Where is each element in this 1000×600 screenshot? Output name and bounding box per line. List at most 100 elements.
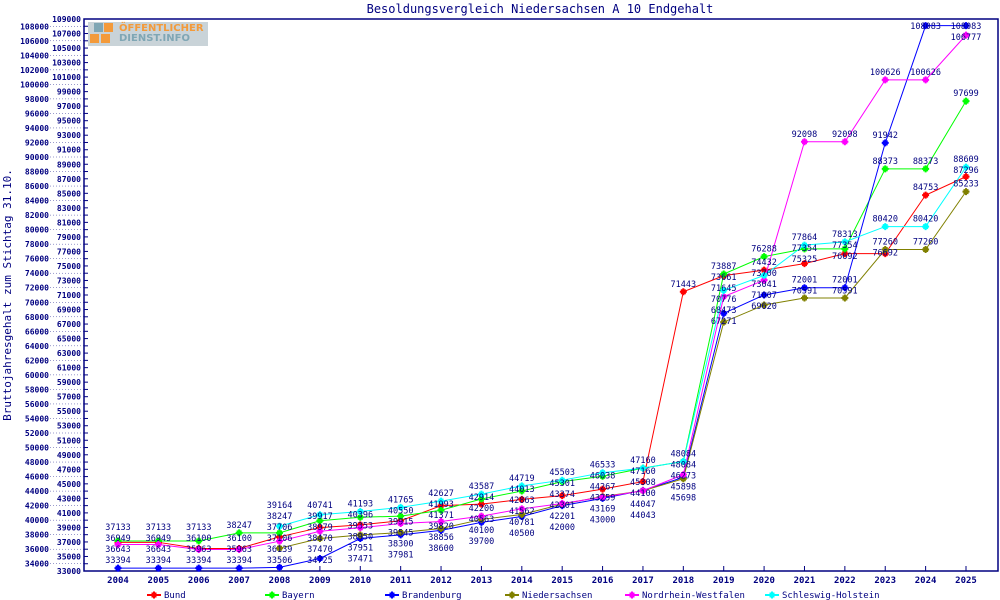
x-tick-label: 2024 [915, 576, 937, 586]
data-point-niedersachsen [317, 536, 323, 542]
legend-marker-bayern [269, 592, 275, 598]
y-tick-label: 50000 [25, 444, 49, 453]
data-point-niedersachsen [680, 476, 686, 482]
y-axis-label: Bruttojahresgehalt zum Stichtag 31.10. [1, 169, 14, 421]
data-label-nordrhein-westfalen: 43169 [590, 505, 616, 515]
legend-item-bayern: Bayern [265, 591, 315, 600]
data-label-niedersachsen: 43259 [590, 494, 616, 504]
data-label-bund: 44267 [590, 483, 616, 493]
logo-line2: DIENST.INFO [119, 33, 190, 44]
data-point-bund [923, 192, 929, 198]
y-tick-label: 62000 [25, 356, 49, 365]
data-label-nordrhein-westfalen: 38470 [307, 534, 333, 544]
x-tick-label: 2008 [269, 576, 291, 586]
y-tick-label: 76000 [25, 255, 49, 264]
data-label-brandenburg: 33394 [186, 556, 212, 566]
legend-label-brandenburg: Brandenburg [402, 591, 462, 600]
data-point-nordrhein-westfalen [115, 542, 121, 548]
data-point-bayern [155, 538, 161, 544]
y-tick-label: 69000 [57, 306, 81, 315]
y-tick-label: 66000 [25, 327, 49, 336]
legend-item-niedersachsen: Niedersachsen [505, 591, 592, 600]
data-label-niedersachsen: 85233 [953, 180, 979, 190]
y-tick-label: 72000 [25, 284, 49, 293]
data-label-bund: 73661 [711, 273, 737, 283]
data-label-brandenburg: 39700 [469, 537, 495, 547]
data-label-niedersachsen: 38856 [428, 533, 454, 543]
data-label-nordrhein-westfalen: 92098 [832, 130, 858, 140]
data-point-bayern [317, 518, 323, 524]
y-tick-label: 73000 [57, 276, 81, 285]
data-label-bayern: 77354 [832, 241, 858, 251]
y-tick-label: 104000 [20, 51, 49, 60]
y-tick-label: 75000 [57, 262, 81, 271]
data-label-niedersachsen: 45698 [671, 493, 697, 503]
data-label-bayern: 42914 [469, 493, 495, 503]
y-tick-label: 59000 [57, 378, 81, 387]
data-point-nordrhein-westfalen [640, 488, 646, 494]
y-tick-label: 33000 [57, 567, 81, 576]
data-label-bund: 87296 [953, 166, 979, 176]
data-label-brandenburg: 33394 [105, 556, 131, 566]
data-label-niedersachsen: 37470 [307, 545, 333, 555]
y-tick-label: 67000 [57, 320, 81, 329]
data-label-schleswig-holstein: 78313 [832, 230, 858, 240]
logo-line1: ÖFFENTLICHER [119, 23, 204, 34]
data-point-schleswig-holstein [923, 224, 929, 230]
data-point-nordrhein-westfalen [680, 472, 686, 478]
data-label-schleswig-holstein: 77864 [792, 233, 818, 243]
data-label-nordrhein-westfalen: 100626 [870, 68, 901, 78]
data-label-bund: 38979 [307, 523, 333, 533]
data-label-bund: 75325 [792, 255, 818, 265]
data-label-nordrhein-westfalen: 36643 [146, 545, 172, 555]
data-label-niedersachsen: 77260 [913, 238, 939, 248]
data-label-nordrhein-westfalen: 44047 [630, 500, 656, 510]
legend-item-bund: Bund [147, 591, 186, 600]
y-tick-label: 87000 [57, 175, 81, 184]
y-tick-label: 39000 [57, 523, 81, 532]
y-tick-label: 83000 [57, 204, 81, 213]
y-tick-label: 78000 [25, 240, 49, 249]
data-label-brandenburg: 43000 [590, 516, 616, 526]
y-tick-label: 38000 [25, 531, 49, 540]
data-label-nordrhein-westfalen: 39545 [388, 528, 414, 538]
y-tick-label: 79000 [57, 233, 81, 242]
data-label-bund: 36100 [226, 534, 252, 544]
data-point-bayern [721, 271, 727, 277]
data-point-bayern [236, 530, 242, 536]
y-tick-label: 63000 [57, 349, 81, 358]
data-point-bund [963, 174, 969, 180]
y-tick-label: 99000 [57, 88, 81, 97]
series-line-nordrhein-westfalen [118, 34, 967, 550]
data-point-bayern [196, 538, 202, 544]
data-point-bayern [801, 246, 807, 252]
data-point-niedersachsen [882, 247, 888, 253]
data-point-bayern [600, 473, 606, 479]
y-tick-label: 46000 [25, 473, 49, 482]
data-point-schleswig-holstein [398, 504, 404, 510]
x-tick-label: 2022 [834, 576, 856, 586]
data-label-schleswig-holstein: 48084 [671, 460, 697, 470]
data-point-brandenburg [115, 565, 121, 571]
data-point-nordrhein-westfalen [277, 538, 283, 544]
y-tick-label: 88000 [25, 168, 49, 177]
x-tick-label: 2015 [551, 576, 573, 586]
data-label-brandenburg: 45898 [671, 482, 697, 492]
legend-item-nordrhein-westfalen: Nordrhein-Westfalen [625, 591, 745, 600]
data-label-schleswig-holstein: 73700 [751, 269, 777, 279]
data-point-bayern [923, 166, 929, 172]
data-label-schleswig-holstein: 39164 [267, 501, 293, 511]
y-tick-label: 103000 [52, 59, 81, 68]
data-label-bayern: 40396 [347, 510, 373, 520]
data-point-bayern [842, 246, 848, 252]
data-label-brandenburg: 38600 [428, 544, 454, 554]
data-label-bund: 45308 [630, 478, 656, 488]
data-point-nordrhein-westfalen [478, 513, 484, 519]
data-label-niedersachsen: 70591 [792, 287, 818, 297]
y-tick-label: 68000 [25, 313, 49, 322]
data-label-schleswig-holstein: 88609 [953, 155, 979, 165]
data-label-brandenburg: 108083 [951, 22, 982, 32]
data-point-nordrhein-westfalen [519, 506, 525, 512]
data-label-niedersachsen: 69620 [751, 302, 777, 312]
data-point-schleswig-holstein [761, 272, 767, 278]
